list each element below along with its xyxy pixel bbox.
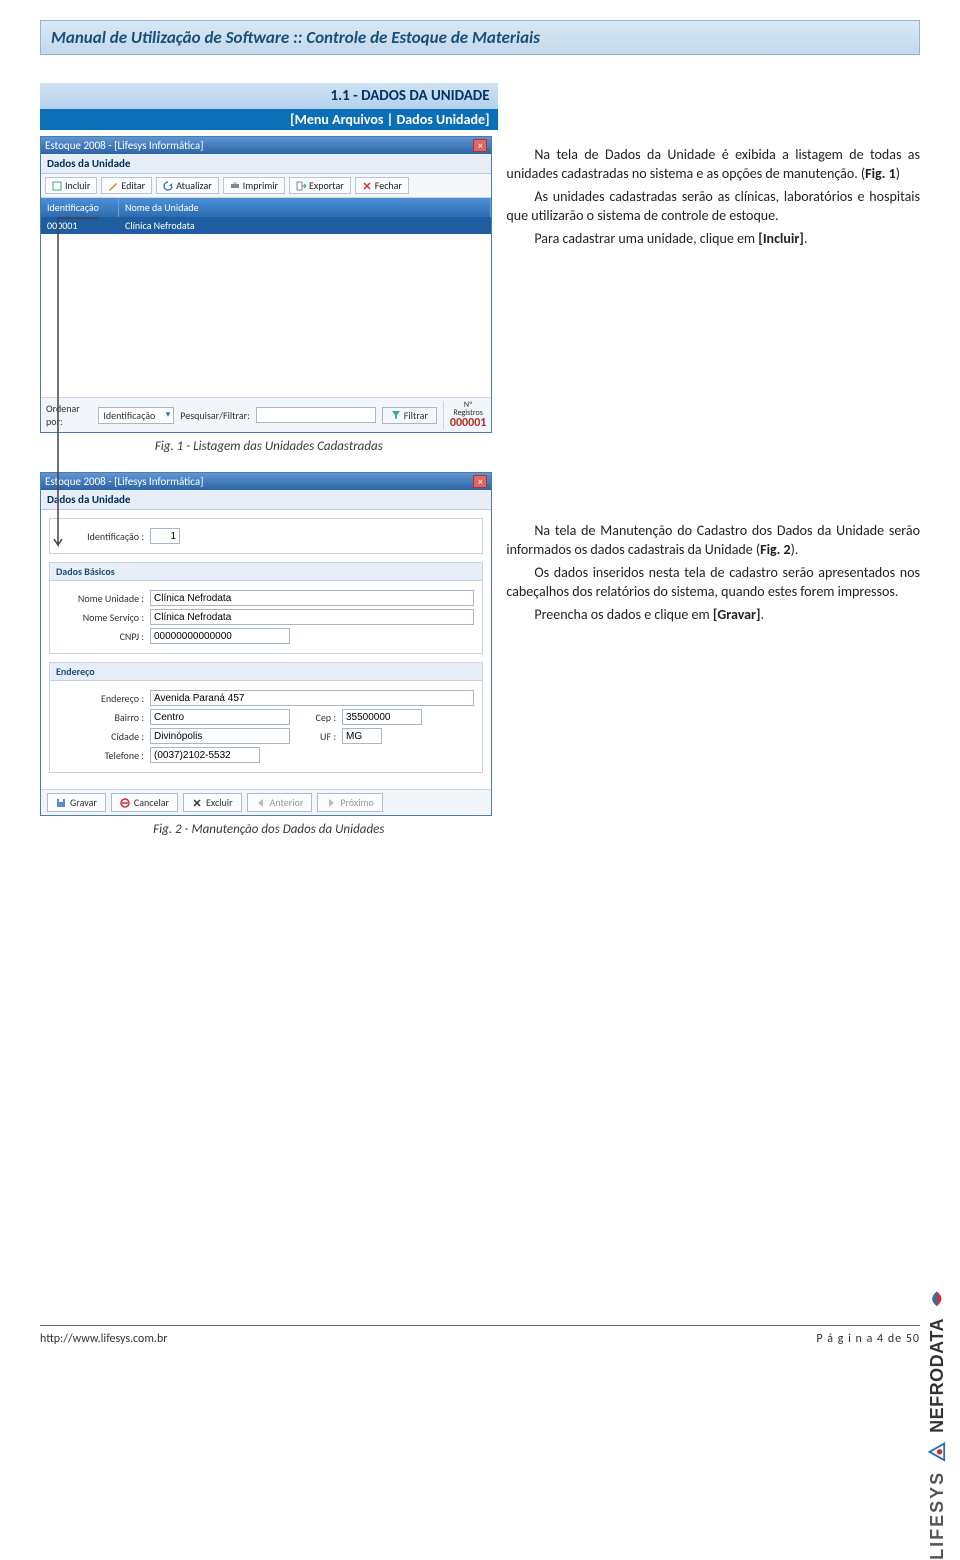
- para-1: Na tela de Dados da Unidade é exibida a …: [506, 146, 920, 184]
- uf-label: UF :: [296, 730, 336, 743]
- fechar-button[interactable]: Fechar: [355, 177, 409, 194]
- ordenar-select[interactable]: Identificação: [98, 407, 174, 424]
- manual-header: Manual de Utilização de Software :: Cont…: [40, 20, 920, 55]
- excluir-button[interactable]: Excluir: [183, 793, 242, 812]
- col-id: Identificação: [41, 198, 119, 217]
- pesquisar-label: Pesquisar/Filtrar:: [180, 409, 249, 422]
- figure-2-caption: Fig. 2 - Manutenção dos Dados da Unidade…: [40, 822, 498, 837]
- nome-servico-field[interactable]: [150, 609, 474, 625]
- listing-window: Estoque 2008 - [Lifesys Informática] × D…: [40, 136, 492, 433]
- footer-divider: [40, 1325, 920, 1326]
- cnpj-field[interactable]: [150, 628, 290, 644]
- cep-field[interactable]: [342, 709, 422, 725]
- bairro-label: Bairro :: [58, 711, 144, 724]
- uf-field[interactable]: [342, 728, 382, 744]
- close-icon[interactable]: ×: [473, 139, 487, 152]
- para-6: Preencha os dados e clique em [Gravar].: [506, 606, 920, 625]
- window-subtitle: Dados da Unidade: [41, 490, 491, 510]
- ordenar-label: Ordenar por:: [46, 402, 92, 428]
- registros-count: Nº Registros 000001: [443, 401, 487, 429]
- cep-label: Cep :: [296, 711, 336, 724]
- para-4: Na tela de Manutenção do Cadastro dos Da…: [506, 522, 920, 560]
- identificacao-label: Identificação :: [58, 530, 144, 543]
- col-nome: Nome da Unidade: [119, 198, 491, 217]
- table-row[interactable]: 000001 Clínica Nefrodata: [41, 217, 491, 234]
- nome-servico-label: Nome Serviço :: [58, 611, 144, 624]
- incluir-button[interactable]: Incluir: [45, 177, 97, 194]
- table-header: Identificação Nome da Unidade: [41, 198, 491, 217]
- page-number: P á g i n a 4 de 50: [816, 1332, 920, 1346]
- nome-unidade-label: Nome Unidade :: [58, 592, 144, 605]
- window-subtitle: Dados da Unidade: [41, 154, 491, 174]
- form-window: Estoque 2008 - [Lifesys Informática] × D…: [40, 472, 492, 816]
- cidade-label: Cidade :: [58, 730, 144, 743]
- anterior-button[interactable]: Anterior: [247, 793, 313, 812]
- window-title: Estoque 2008 - [Lifesys Informática]: [45, 139, 203, 152]
- gravar-button[interactable]: Gravar: [47, 793, 106, 812]
- editar-button[interactable]: Editar: [101, 177, 152, 194]
- close-icon[interactable]: ×: [473, 475, 487, 488]
- cancelar-button[interactable]: Cancelar: [111, 793, 178, 812]
- endereco-field[interactable]: [150, 690, 474, 706]
- para-5: Os dados inseridos nesta tela de cadastr…: [506, 564, 920, 602]
- identificacao-field[interactable]: [150, 528, 180, 544]
- para-2: As unidades cadastradas serão as clínica…: [506, 188, 920, 226]
- figure-1-caption: Fig. 1 - Listagem das Unidades Cadastrad…: [40, 439, 498, 454]
- dados-basicos-legend: Dados Básicos: [50, 563, 482, 581]
- bairro-field[interactable]: [150, 709, 290, 725]
- side-logos: LIFESYS NEFRODATA: [926, 1288, 948, 1560]
- telefone-field[interactable]: [150, 747, 260, 763]
- footer-url: http://www.lifesys.com.br: [40, 1332, 167, 1346]
- section-subtitle: [Menu Arquivos | Dados Unidade]: [40, 109, 498, 130]
- atualizar-button[interactable]: Atualizar: [156, 177, 219, 194]
- cnpj-label: CNPJ :: [58, 630, 144, 643]
- endereco-legend: Endereço: [50, 663, 482, 681]
- telefone-label: Telefone :: [58, 749, 144, 762]
- exportar-button[interactable]: Exportar: [289, 177, 351, 194]
- endereco-label: Endereço :: [58, 692, 144, 705]
- pesquisar-input[interactable]: [256, 407, 376, 423]
- cidade-field[interactable]: [150, 728, 290, 744]
- para-3: Para cadastrar uma unidade, clique em [I…: [506, 230, 920, 249]
- nome-unidade-field[interactable]: [150, 590, 474, 606]
- window-title: Estoque 2008 - [Lifesys Informática]: [45, 475, 203, 488]
- filtrar-button[interactable]: Filtrar: [382, 407, 437, 424]
- section-title: 1.1 - DADOS DA UNIDADE: [40, 83, 498, 109]
- imprimir-button[interactable]: Imprimir: [223, 177, 285, 194]
- proximo-button[interactable]: Próximo: [317, 793, 382, 812]
